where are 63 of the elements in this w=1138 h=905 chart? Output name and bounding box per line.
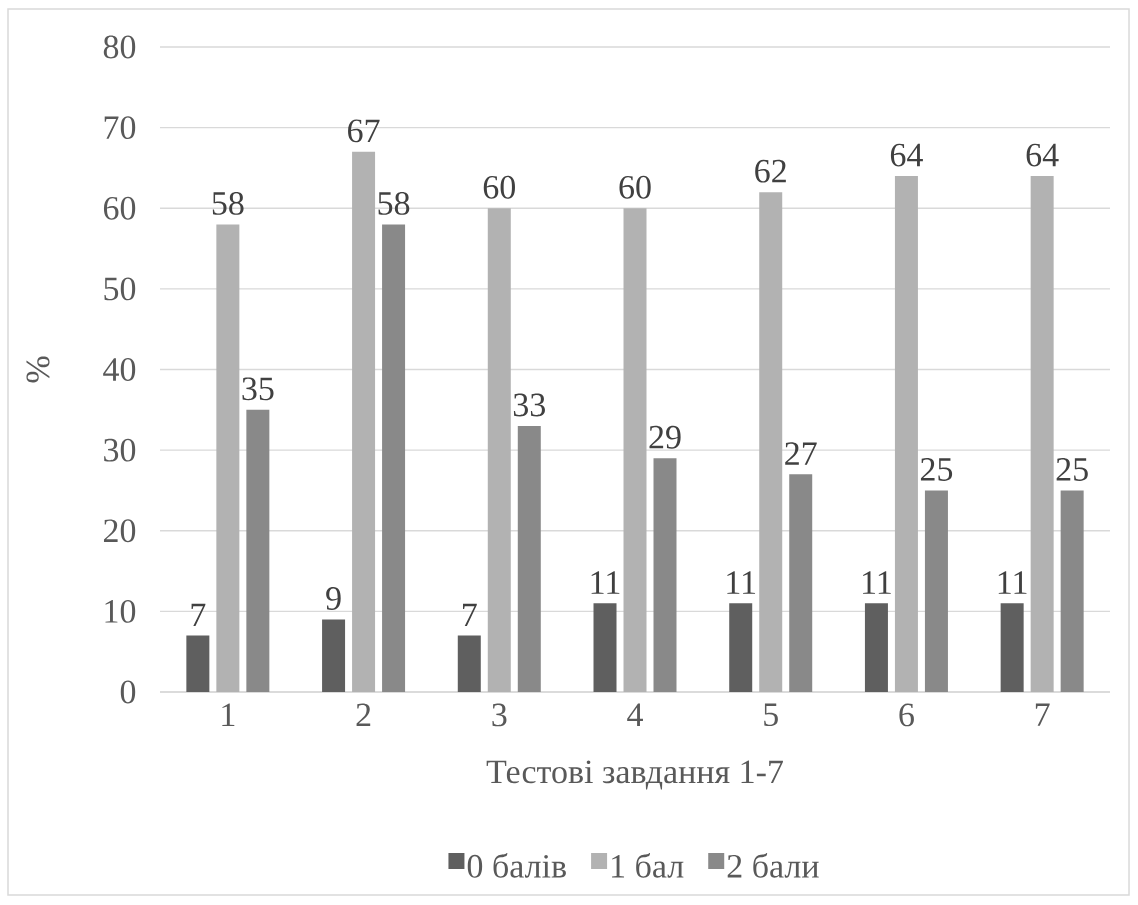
data-label: 58 bbox=[378, 191, 410, 215]
bar bbox=[759, 192, 783, 692]
y-tick-label: 60 bbox=[103, 196, 136, 220]
y-tick-label: 10 bbox=[105, 599, 136, 623]
x-tick-label: 1 bbox=[222, 703, 235, 726]
data-label: 25 bbox=[1056, 458, 1088, 481]
bar bbox=[1030, 176, 1054, 692]
bar bbox=[1060, 490, 1084, 692]
data-label: 60 bbox=[619, 175, 651, 199]
bar bbox=[216, 224, 240, 692]
legend-label: 1 бал bbox=[612, 853, 684, 878]
bar bbox=[457, 635, 481, 692]
bar bbox=[623, 208, 647, 692]
x-tick-label: 7 bbox=[1035, 703, 1050, 726]
data-label: 7 bbox=[191, 603, 206, 627]
bar bbox=[517, 425, 541, 692]
data-label: 35 bbox=[242, 377, 274, 401]
data-label: 62 bbox=[755, 159, 786, 183]
y-tick-label: 80 bbox=[103, 35, 136, 59]
y-tick-label: 40 bbox=[103, 358, 136, 381]
legend-label: 2 бали bbox=[727, 853, 819, 878]
x-tick-label: 3 bbox=[492, 703, 507, 727]
data-label: 11 bbox=[727, 571, 756, 594]
y-tick-label: 30 bbox=[104, 438, 136, 462]
y-tick-label: 0 bbox=[120, 680, 136, 704]
x-tick-label: 5 bbox=[764, 703, 778, 727]
bar bbox=[924, 490, 948, 692]
data-label: 11 bbox=[863, 571, 891, 594]
data-label: 64 bbox=[890, 143, 923, 167]
data-label: 64 bbox=[1026, 143, 1059, 167]
x-tick-label: 2 bbox=[356, 703, 371, 727]
data-label: 9 bbox=[326, 587, 341, 610]
data-label: 11 bbox=[591, 571, 620, 594]
data-label: 25 bbox=[920, 458, 953, 481]
x-tick-label: 6 bbox=[899, 703, 914, 727]
bar bbox=[593, 603, 617, 692]
data-label: 67 bbox=[348, 119, 380, 143]
bar bbox=[653, 458, 677, 692]
bar bbox=[246, 409, 270, 692]
bar bbox=[729, 603, 753, 692]
bar bbox=[322, 619, 346, 692]
bar bbox=[894, 176, 918, 692]
y-tick-label: 50 bbox=[104, 277, 136, 301]
bar bbox=[1000, 603, 1024, 692]
legend-label: 0 балів bbox=[467, 853, 566, 878]
y-tick-label: 70 bbox=[104, 116, 136, 140]
data-label: 33 bbox=[513, 393, 545, 417]
y-axis-title: % bbox=[26, 356, 50, 383]
bar bbox=[789, 474, 813, 692]
bar bbox=[382, 224, 406, 692]
data-label: 7 bbox=[463, 603, 477, 627]
data-label: 27 bbox=[785, 442, 817, 465]
data-label: 60 bbox=[483, 175, 515, 199]
bar bbox=[864, 603, 888, 692]
data-label: 11 bbox=[998, 571, 1027, 594]
x-axis-title: Тестові завдання 1-7 bbox=[486, 760, 783, 790]
bar bbox=[487, 208, 511, 692]
bar bbox=[352, 151, 376, 692]
y-tick-label: 20 bbox=[103, 519, 136, 543]
data-label: 29 bbox=[649, 425, 681, 449]
x-tick-label: 4 bbox=[627, 703, 643, 726]
bar bbox=[186, 635, 210, 692]
data-label: 58 bbox=[212, 191, 244, 215]
